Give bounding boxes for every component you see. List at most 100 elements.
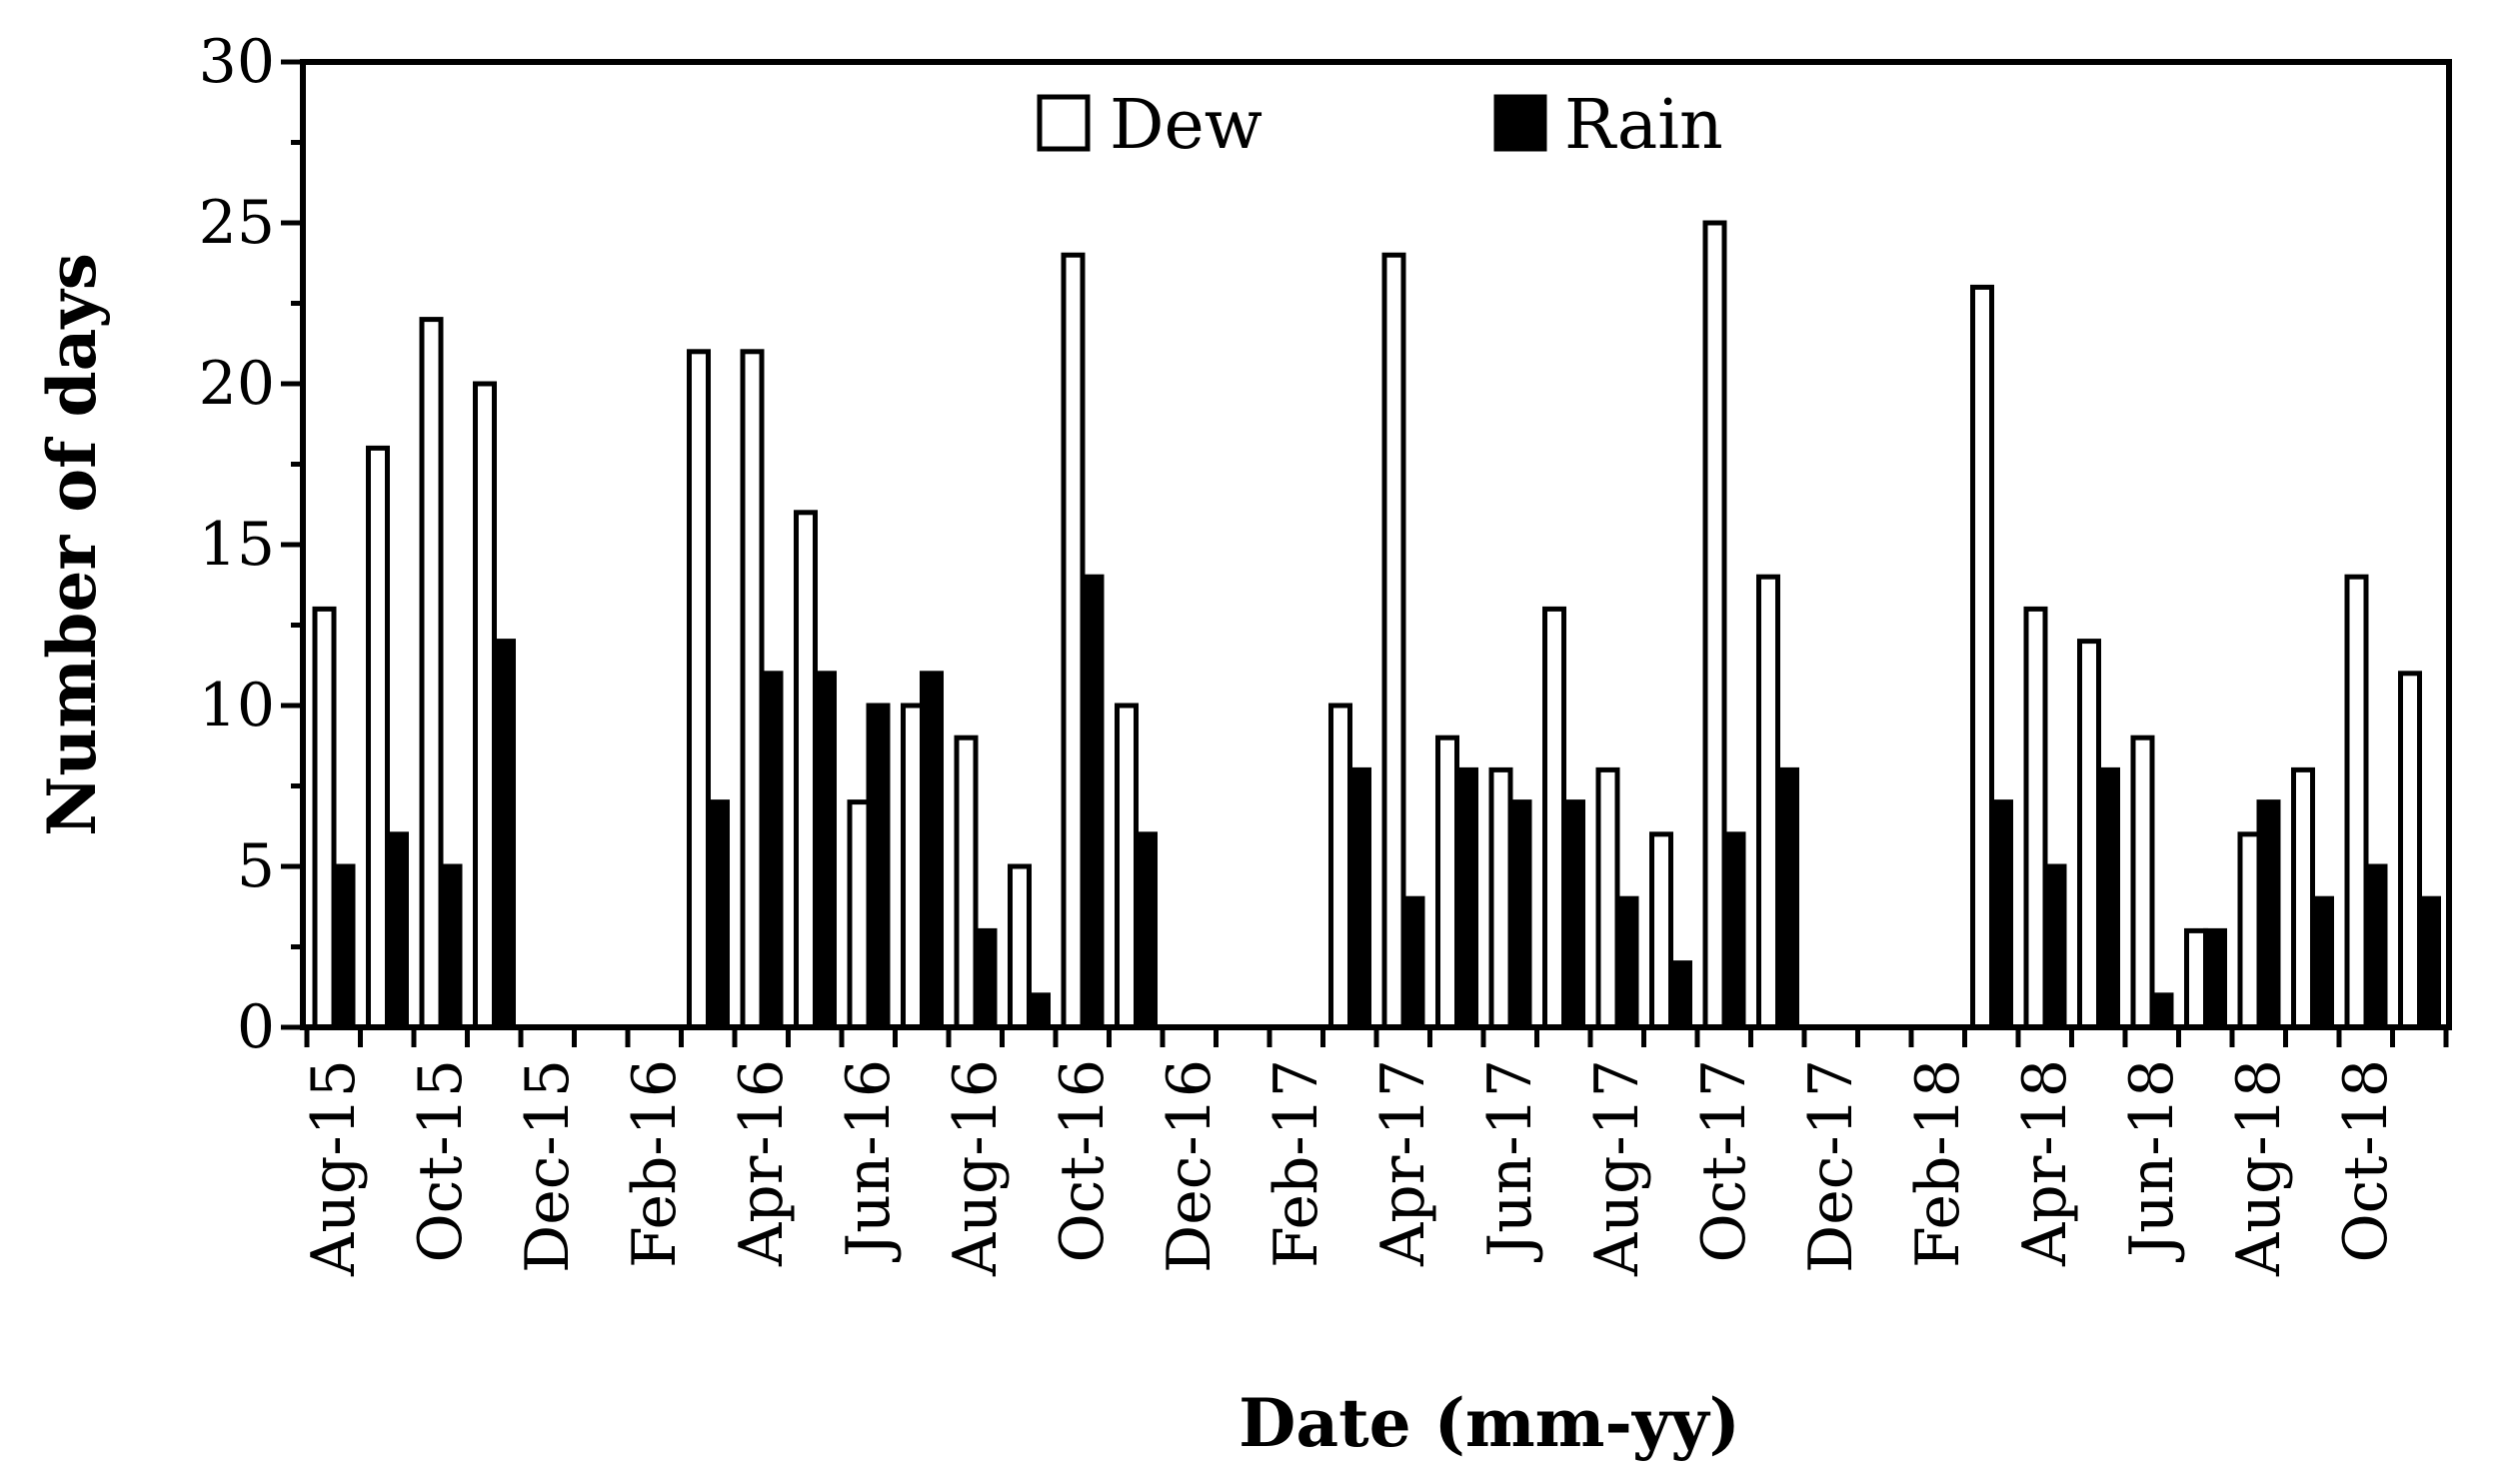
bar-dew-Apr-16 <box>740 349 765 1030</box>
bar-rain-Aug-17 <box>1614 895 1639 1030</box>
bar-dew-Oct-15 <box>419 317 444 1030</box>
bar-dew-Sep-16 <box>1008 863 1032 1030</box>
bar-dew-Mar-17 <box>1328 703 1352 1030</box>
x-tick-label: Jun-18 <box>2117 1059 2187 1263</box>
bar-rain-Nov-17 <box>1775 766 1799 1030</box>
bar-dew-Apr-17 <box>1381 252 1406 1030</box>
bar-rain-Sep-17 <box>1668 960 1692 1030</box>
bar-rain-May-16 <box>813 671 837 1030</box>
legend-swatch-rain <box>1493 94 1547 152</box>
bar-rain-Sep-15 <box>385 831 409 1030</box>
bar-dew-Aug-16 <box>954 735 979 1030</box>
bar-rain-Oct-16 <box>1080 574 1105 1030</box>
bar-rain-May-17 <box>1454 766 1478 1030</box>
bar-rain-Apr-16 <box>759 671 784 1030</box>
bar-rain-Aug-16 <box>973 927 998 1030</box>
x-tick-label: Aug-17 <box>1582 1059 1652 1277</box>
bar-dew-Oct-18 <box>2344 574 2369 1030</box>
y-tick-label: 0 <box>237 992 275 1062</box>
bar-dew-Mar-18 <box>1970 284 1994 1030</box>
y-tick-label: 20 <box>199 349 275 419</box>
x-tick-label: Dec-17 <box>1796 1059 1866 1273</box>
bar-dew-Nov-18 <box>2398 671 2422 1030</box>
bar-dew-May-17 <box>1435 735 1459 1030</box>
bar-rain-Apr-17 <box>1400 895 1425 1030</box>
bar-dew-Jun-17 <box>1488 766 1513 1030</box>
bar-dew-Nov-15 <box>473 381 497 1030</box>
y-tick-label: 10 <box>199 671 275 741</box>
y-tick-label: 5 <box>237 831 275 901</box>
x-tick-label: Dec-16 <box>1155 1059 1225 1273</box>
x-tick-label: Apr-17 <box>1368 1059 1438 1267</box>
bar-rain-Jul-16 <box>920 671 944 1030</box>
legend-label-dew: Dew <box>1110 86 1262 165</box>
bar-dew-Aug-15 <box>312 606 337 1030</box>
x-tick-label: Dec-15 <box>513 1059 583 1273</box>
bar-dew-Aug-18 <box>2237 831 2262 1030</box>
legend-swatch-dew <box>1037 94 1091 152</box>
x-tick-label: Feb-17 <box>1261 1059 1331 1268</box>
bar-rain-Jun-17 <box>1507 799 1532 1030</box>
bar-dew-Mar-16 <box>687 349 711 1030</box>
bar-dew-Nov-16 <box>1115 703 1139 1030</box>
bars-layer <box>312 220 2441 1030</box>
x-tick-label: Jun-17 <box>1475 1059 1545 1263</box>
bar-rain-Nov-15 <box>492 639 516 1030</box>
legend-label-rain: Rain <box>1564 86 1723 165</box>
bar-rain-Jun-16 <box>866 703 891 1030</box>
bar-dew-Jul-18 <box>2184 927 2208 1030</box>
bar-dew-Sep-18 <box>2291 766 2315 1030</box>
plot-frame <box>300 59 2452 1030</box>
bar-rain-Oct-17 <box>1721 831 1746 1030</box>
x-axis-title: Date (mm-yy) <box>1239 1384 1740 1462</box>
legend: Dew Rain <box>1037 86 1723 165</box>
y-axis-title: Number of days <box>33 253 111 836</box>
x-tick-label: Aug-15 <box>299 1059 369 1277</box>
bar-rain-Nov-16 <box>1134 831 1158 1030</box>
bar-rain-Jul-17 <box>1561 799 1585 1030</box>
bar-dew-Oct-17 <box>1702 220 1727 1030</box>
x-axis: Aug-15 Oct-15 Dec-15 Feb-16 Apr-16 Jun-16 Aug-… <box>299 1027 2449 1277</box>
bar-dew-Jun-18 <box>2130 735 2155 1030</box>
x-tick-label: Oct-16 <box>1048 1059 1118 1263</box>
bar-dew-Sep-15 <box>366 445 390 1030</box>
x-tick-label: Feb-18 <box>1903 1059 1973 1268</box>
bar-rain-Oct-15 <box>438 863 463 1030</box>
bar-dew-May-16 <box>794 510 818 1030</box>
x-tick-label: Oct-15 <box>406 1059 476 1263</box>
bar-dew-Aug-17 <box>1595 766 1620 1030</box>
bar-rain-May-18 <box>2096 766 2120 1030</box>
bar-dew-Oct-16 <box>1061 252 1086 1030</box>
bar-rain-Sep-16 <box>1027 992 1051 1030</box>
x-tick-label: Apr-16 <box>727 1059 797 1267</box>
bar-dew-Sep-17 <box>1649 831 1673 1030</box>
y-tick-label: 25 <box>199 188 275 258</box>
bar-dew-Jun-16 <box>847 799 872 1030</box>
bar-rain-Jul-18 <box>2203 927 2227 1030</box>
bar-dew-Apr-18 <box>2023 606 2048 1030</box>
bar-rain-Mar-17 <box>1347 766 1371 1030</box>
x-tick-label: Aug-18 <box>2224 1059 2294 1277</box>
bar-rain-Aug-15 <box>331 863 356 1030</box>
bar-rain-Aug-18 <box>2256 799 2281 1030</box>
bar-rain-Sep-18 <box>2310 895 2334 1030</box>
bar-rain-Mar-18 <box>1989 799 2013 1030</box>
bar-rain-Jun-18 <box>2149 992 2174 1030</box>
x-tick-label: Apr-18 <box>2010 1059 2080 1267</box>
y-tick-label: 30 <box>199 27 275 97</box>
bar-dew-Jul-16 <box>901 703 925 1030</box>
x-tick-label: Feb-16 <box>620 1059 690 1268</box>
bar-rain-Mar-16 <box>706 799 730 1030</box>
bar-rain-Nov-18 <box>2417 895 2441 1030</box>
x-tick-label: Oct-17 <box>1689 1059 1759 1263</box>
x-tick-label: Oct-18 <box>2331 1059 2401 1263</box>
bar-dew-May-18 <box>2077 639 2101 1030</box>
bar-rain-Oct-18 <box>2363 863 2388 1030</box>
y-axis: 0 5 10 15 20 25 30 <box>199 27 303 1062</box>
bar-dew-Nov-17 <box>1756 574 1780 1030</box>
bar-dew-Jul-17 <box>1542 606 1566 1030</box>
y-tick-label: 15 <box>199 510 275 580</box>
x-tick-label: Aug-16 <box>941 1059 1011 1277</box>
